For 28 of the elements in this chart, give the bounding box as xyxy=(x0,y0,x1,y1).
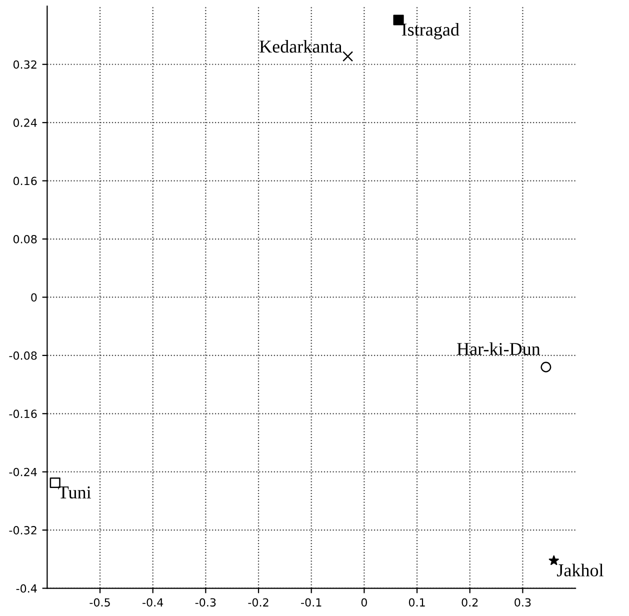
point xyxy=(548,555,559,566)
y-tick-label: 0.08 xyxy=(13,234,37,244)
y-tick-label: -0.24 xyxy=(9,468,37,476)
y-tick-label: -0.08 xyxy=(9,351,37,360)
y-tick-label: -0.32 xyxy=(9,526,36,534)
x-tick-label: 0.1 xyxy=(408,598,425,607)
x-tick-label: -0.1 xyxy=(301,598,322,607)
y-tick-label: -0.16 xyxy=(9,410,37,418)
x-tick-label: 0.2 xyxy=(462,598,478,607)
x-tick-label: -0.5 xyxy=(90,598,110,607)
series-label: Jakhol xyxy=(557,564,604,576)
series-label: Kedarkanta xyxy=(260,40,342,53)
x-tick-label: -0.4 xyxy=(142,598,164,607)
x-tick-label: -0.3 xyxy=(195,598,216,607)
point xyxy=(342,51,354,62)
y-tick-label: 0.16 xyxy=(13,176,37,186)
y-tick-label: -0.4 xyxy=(16,584,37,593)
x-tick-label: -0.2 xyxy=(248,598,268,607)
x-tick-label: 0.3 xyxy=(514,598,531,607)
y-tick-label: 0.32 xyxy=(13,60,36,69)
y-tick-label: 0.24 xyxy=(13,118,37,127)
y-tick-label: 0 xyxy=(31,293,37,302)
point xyxy=(540,362,552,372)
series-label: Tuni xyxy=(58,486,92,499)
point xyxy=(393,14,404,26)
series-label: Istragad xyxy=(402,23,460,40)
x-tick-label: 0 xyxy=(361,598,367,607)
series-label: Har-ki-Dun xyxy=(457,342,540,356)
